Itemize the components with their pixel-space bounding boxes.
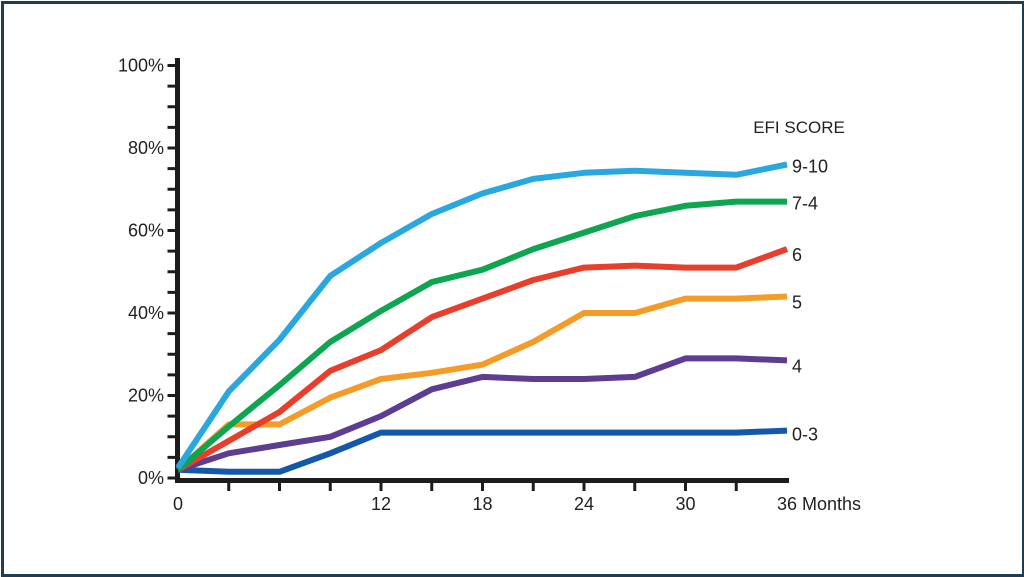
series-label-0-3: 0-3 xyxy=(792,425,818,445)
y-tick-label-100pct: 100% xyxy=(118,56,164,76)
series-label-6: 6 xyxy=(792,245,802,265)
x-tick-label-18: 18 xyxy=(472,494,492,514)
series-line-0-3 xyxy=(177,427,788,475)
series-label-4: 4 xyxy=(792,356,802,376)
series-line-6 xyxy=(176,246,789,473)
y-tick-label-0pct: 0% xyxy=(138,468,164,488)
series-line-9-10 xyxy=(175,161,788,470)
y-tick-label-20pct: 20% xyxy=(128,386,164,406)
x-tick-label-0: 0 xyxy=(173,494,183,514)
series-line-7-4 xyxy=(176,198,787,473)
x-axis xyxy=(175,478,789,483)
y-tick-label-60pct: 60% xyxy=(128,221,164,241)
legend-title: EFI SCORE xyxy=(753,118,845,137)
series-label-7-4: 7-4 xyxy=(792,194,818,214)
y-tick-label-80pct: 80% xyxy=(128,138,164,158)
x-tick-label-24: 24 xyxy=(574,494,594,514)
series-label-9-10: 9-10 xyxy=(792,157,828,177)
series-label-5: 5 xyxy=(792,293,802,313)
x-tick-label-36: 36 Months xyxy=(777,494,861,514)
series-line-5 xyxy=(176,293,788,473)
x-tick-label-30: 30 xyxy=(675,494,695,514)
x-tick-label-12: 12 xyxy=(371,494,391,514)
series-line-4 xyxy=(177,355,788,473)
y-tick-label-40pct: 40% xyxy=(128,303,164,323)
y-axis xyxy=(175,58,180,483)
